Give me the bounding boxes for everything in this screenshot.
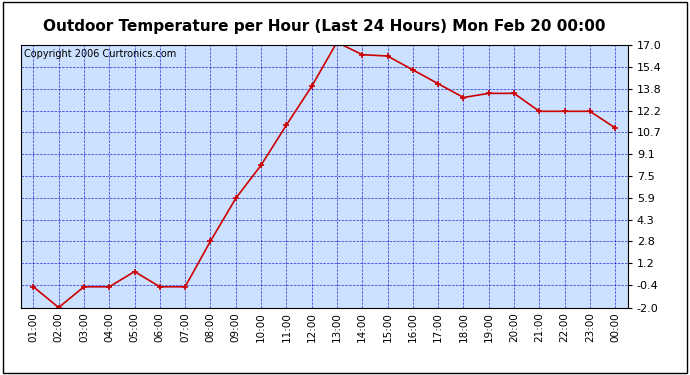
- Text: Outdoor Temperature per Hour (Last 24 Hours) Mon Feb 20 00:00: Outdoor Temperature per Hour (Last 24 Ho…: [43, 19, 606, 34]
- Text: Copyright 2006 Curtronics.com: Copyright 2006 Curtronics.com: [23, 49, 176, 59]
